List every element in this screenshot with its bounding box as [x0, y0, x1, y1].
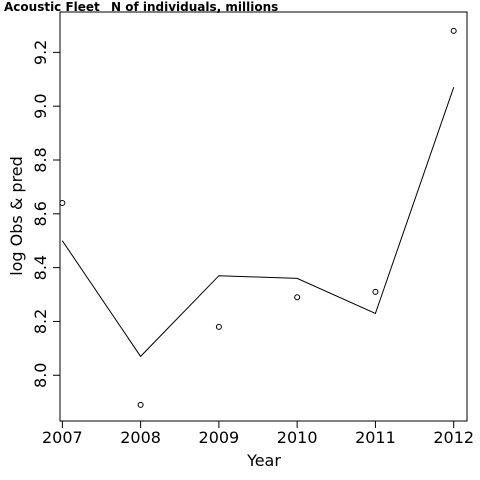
x-axis-label: Year [246, 451, 281, 470]
observed-points-series [59, 27, 457, 408]
y-tick-label: 9.2 [31, 40, 50, 65]
observed-point [450, 27, 457, 34]
chart-title-right: N of individuals, millions [111, 0, 278, 14]
y-tick-label: 8.0 [31, 363, 50, 388]
x-tick-label: 2010 [277, 428, 318, 447]
y-axis: 8.0 8.2 8.4 8.6 8.8 9.0 9.2 [31, 40, 60, 388]
observed-point [294, 294, 301, 301]
x-tick-label: 2008 [120, 428, 161, 447]
predicted-line-series [61, 87, 455, 358]
y-tick-label: 8.8 [31, 147, 50, 172]
observed-point [372, 288, 379, 295]
observed-point [137, 401, 144, 408]
x-tick-label: 2011 [355, 428, 396, 447]
plot-frame [59, 11, 468, 422]
y-tick-label: 8.6 [31, 201, 50, 226]
y-tick-label: 9.0 [31, 93, 50, 118]
x-axis: 2007 2008 2009 2010 2011 2012 [42, 421, 474, 447]
chart-title-left: Acoustic Fleet [4, 0, 100, 14]
x-tick-label: 2012 [433, 428, 474, 447]
x-tick-label: 2009 [199, 428, 240, 447]
x-tick-label: 2007 [42, 428, 83, 447]
predicted-line [61, 87, 455, 358]
y-tick-label: 8.2 [31, 309, 50, 334]
y-tick-label: 8.4 [31, 255, 50, 280]
observed-point [215, 323, 222, 330]
observed-point [59, 200, 66, 207]
y-axis-label: log Obs & pred [7, 156, 26, 276]
